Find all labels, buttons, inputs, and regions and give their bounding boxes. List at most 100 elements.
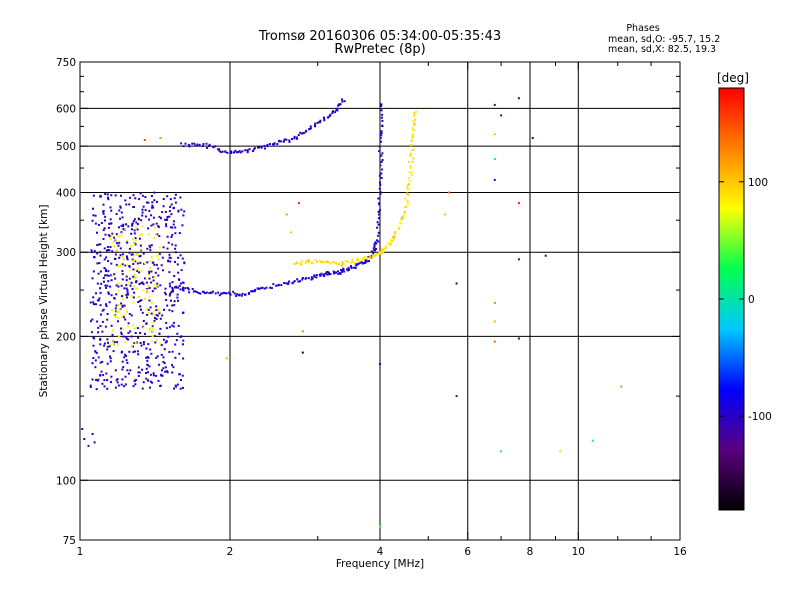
data-point [124, 375, 127, 378]
data-point [364, 261, 367, 264]
data-point [117, 265, 120, 268]
data-point [132, 206, 135, 209]
data-point [150, 281, 153, 284]
data-point [305, 277, 308, 280]
data-point [141, 211, 144, 214]
data-point [98, 223, 100, 226]
data-point [408, 160, 411, 163]
data-point [400, 216, 403, 219]
data-point [206, 147, 209, 149]
data-point [149, 380, 152, 383]
data-point [132, 194, 135, 197]
colorbar-label: [deg] [717, 71, 749, 85]
data-point [103, 344, 106, 347]
data-point [256, 287, 259, 290]
data-point [374, 241, 377, 244]
data-point [138, 248, 141, 251]
data-point [107, 274, 110, 277]
data-point [144, 277, 146, 280]
data-point [162, 205, 165, 208]
data-point [112, 240, 115, 243]
data-point [133, 327, 136, 330]
data-point [244, 149, 247, 152]
data-point [493, 103, 496, 106]
data-point [157, 258, 160, 261]
data-point [136, 269, 139, 272]
data-point [411, 127, 414, 130]
data-point [292, 281, 295, 284]
data-point [275, 284, 278, 287]
data-point [295, 136, 298, 139]
data-point [236, 293, 239, 296]
data-point [125, 354, 128, 357]
data-point [135, 280, 138, 283]
data-point [379, 193, 382, 195]
data-point [109, 218, 112, 221]
data-point [408, 177, 411, 180]
data-point [161, 211, 164, 214]
data-point [379, 164, 382, 167]
data-point [140, 299, 143, 302]
data-point [106, 379, 109, 381]
data-point [148, 295, 151, 298]
data-point [152, 276, 155, 279]
data-point [321, 261, 324, 264]
data-point [202, 291, 205, 294]
data-point [156, 355, 159, 358]
data-point [118, 226, 120, 229]
data-point [230, 152, 233, 154]
data-point [309, 127, 312, 130]
data-point [115, 239, 118, 242]
data-point [109, 206, 112, 209]
data-point [177, 299, 179, 302]
data-point [95, 378, 97, 381]
data-point [134, 383, 137, 386]
data-point [171, 371, 174, 374]
data-point [229, 293, 232, 296]
data-point [116, 381, 119, 384]
data-point [114, 386, 117, 389]
data-point [168, 215, 171, 218]
data-point [99, 254, 102, 257]
data-point [112, 329, 115, 331]
data-point [175, 339, 178, 342]
data-point [148, 287, 151, 289]
data-point [342, 268, 345, 271]
data-point [377, 202, 380, 205]
data-point [94, 359, 97, 362]
data-point [99, 325, 102, 327]
data-point [96, 252, 99, 255]
data-point [149, 306, 152, 309]
data-point [404, 197, 407, 200]
data-point [263, 287, 266, 290]
data-point [147, 233, 150, 236]
data-point [369, 255, 372, 258]
data-point [238, 150, 241, 153]
data-point [218, 149, 221, 152]
data-point [106, 318, 109, 321]
data-point [409, 167, 412, 169]
data-point [118, 209, 121, 212]
data-point [288, 139, 291, 142]
data-point [307, 277, 310, 280]
data-point [368, 256, 371, 259]
data-point [296, 278, 299, 281]
data-point [339, 103, 342, 106]
data-point [544, 254, 547, 257]
data-point [132, 220, 135, 223]
data-point [193, 290, 196, 293]
data-point [98, 243, 101, 246]
data-point [141, 387, 144, 390]
data-point [285, 213, 288, 216]
data-point [129, 268, 132, 271]
data-point [119, 217, 121, 220]
data-point [122, 298, 125, 301]
data-point [343, 270, 346, 273]
data-point [168, 282, 171, 285]
data-point [272, 283, 275, 286]
data-point [258, 287, 261, 290]
data-point [121, 270, 124, 273]
data-point [130, 345, 133, 348]
data-point [153, 199, 156, 202]
data-point [131, 253, 134, 256]
